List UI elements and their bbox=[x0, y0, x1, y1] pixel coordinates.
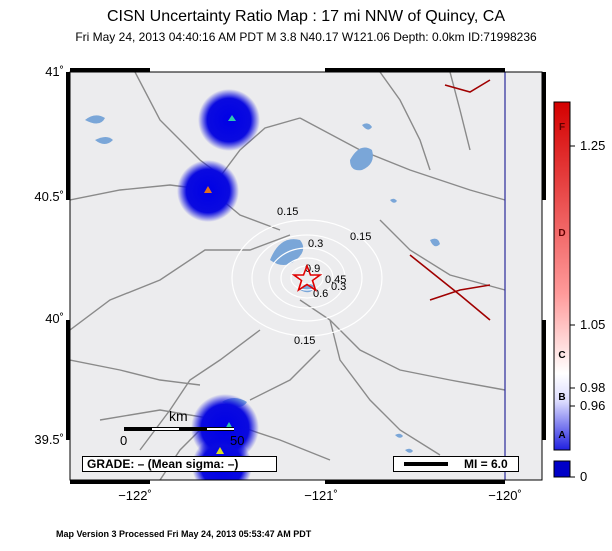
colorbar-value: 0.96 bbox=[580, 398, 606, 413]
lon-tick: −122˚ bbox=[118, 488, 152, 503]
mi-box: MI = 6.0 bbox=[393, 456, 519, 472]
colorbar-value: 1.05 bbox=[580, 317, 606, 332]
grade-letter: B bbox=[558, 392, 566, 403]
grade-letter: D bbox=[558, 228, 566, 239]
colorbar-value: 1.25 bbox=[580, 138, 606, 153]
station-icon bbox=[216, 447, 224, 454]
scale-end: 50 bbox=[230, 433, 244, 448]
mi-label: MI = 6.0 bbox=[464, 457, 508, 471]
lat-tick: 41˚ bbox=[45, 64, 64, 79]
lon-tick: −121˚ bbox=[304, 488, 338, 503]
frame-ticks bbox=[66, 68, 546, 484]
contour-label: 0.15 bbox=[294, 335, 315, 347]
map-frame bbox=[69, 71, 543, 481]
contours bbox=[231, 219, 383, 337]
event-info: Fri May 24, 2013 04:40:16 AM PDT M 3.8 N… bbox=[75, 30, 537, 44]
station-icon bbox=[228, 115, 236, 121]
grade-letter: F bbox=[558, 122, 566, 133]
colorbar-value: 0 bbox=[580, 469, 588, 484]
scale-start: 0 bbox=[120, 433, 127, 448]
contour-label: 0.15 bbox=[277, 206, 298, 218]
map-title: CISN Uncertainty Ratio Map : 17 mi NNW o… bbox=[106, 8, 506, 25]
colorbar bbox=[553, 101, 571, 451]
star-icon bbox=[291, 263, 323, 292]
scale-unit: km bbox=[169, 408, 188, 424]
faults bbox=[409, 79, 491, 321]
lat-tick: 39.5˚ bbox=[34, 432, 64, 447]
map-land bbox=[70, 72, 542, 480]
lon-tick: −120˚ bbox=[488, 488, 522, 503]
grade-box: GRADE: – (Mean sigma: –) bbox=[82, 456, 277, 472]
grade-letter: A bbox=[558, 430, 566, 441]
contour-label: 0.6 bbox=[313, 288, 328, 300]
mi-line-icon bbox=[404, 462, 448, 466]
colorbar-value: 0.98 bbox=[580, 380, 606, 395]
colorbar-swatch bbox=[553, 460, 571, 478]
grade-letter: C bbox=[558, 350, 566, 361]
station-icon bbox=[204, 186, 212, 193]
lat-tick: 40.5˚ bbox=[34, 189, 64, 204]
contour-label: 0.15 bbox=[350, 231, 371, 243]
contour-label: 0.3 bbox=[331, 281, 346, 293]
footer: Map Version 3 Processed Fri May 24, 2013… bbox=[56, 529, 312, 539]
lat-tick: 40˚ bbox=[45, 311, 64, 326]
contour-label: 0.45 bbox=[325, 274, 346, 286]
contour-label: 0.3 bbox=[308, 238, 323, 250]
